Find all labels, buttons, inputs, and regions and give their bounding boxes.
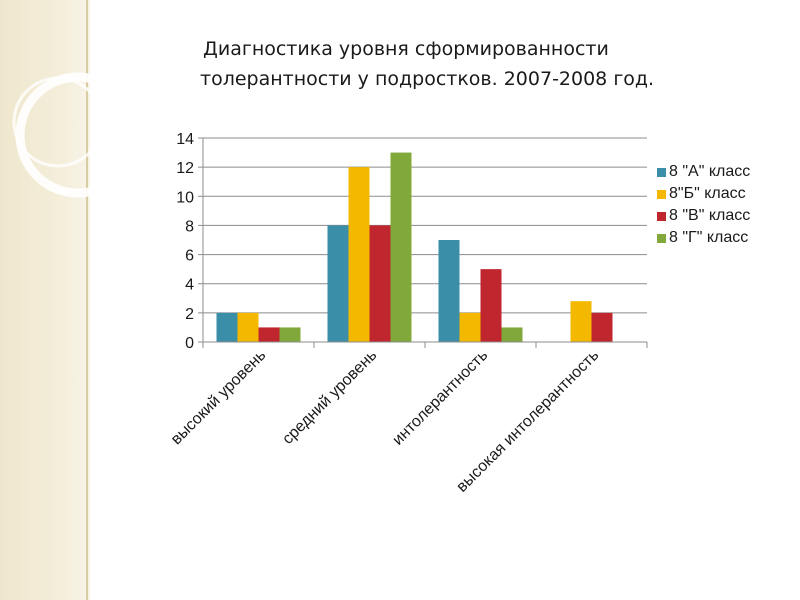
bar	[480, 269, 502, 342]
bar	[216, 312, 238, 342]
chart-legend: 8 "А" класс 8"Б" класс 8 "В" класс 8 "Г" кл…	[657, 161, 750, 249]
bar	[459, 312, 481, 342]
legend-label: 8"Б" класс	[669, 185, 746, 202]
bar	[279, 327, 301, 342]
bar	[591, 312, 613, 342]
bar	[390, 152, 412, 342]
bar	[327, 225, 349, 342]
bar	[438, 240, 460, 342]
legend-swatch	[657, 189, 666, 199]
x-category-label: высокий уровень	[168, 347, 269, 448]
legend-swatch	[657, 167, 666, 177]
bar	[369, 225, 391, 342]
legend-swatch	[657, 211, 666, 221]
slide-title: Диагностика уровня сформированности толе…	[170, 34, 730, 94]
bar	[501, 327, 523, 342]
legend-item: 8 "Г" класс	[657, 227, 750, 249]
legend-label: 8 "В" класс	[669, 207, 751, 224]
x-category-label: средний уровень	[279, 347, 380, 448]
decorative-band-edge	[86, 0, 88, 600]
bar	[258, 327, 280, 342]
legend-label: 8 "А" класс	[669, 163, 751, 180]
slide-title-line-1: Диагностика уровня сформированности	[203, 38, 609, 60]
bar	[237, 312, 259, 342]
y-tick-label: 4	[185, 277, 194, 294]
decorative-rings	[12, 72, 120, 198]
decorative-side-band	[0, 0, 90, 600]
legend-item: 8"Б" класс	[657, 183, 750, 205]
y-tick-label: 10	[176, 189, 194, 206]
bar	[348, 167, 370, 342]
x-category-label: интолерантность	[389, 347, 491, 449]
slide-title-line-2: толерантности у подростков. 2007-2008 го…	[200, 68, 655, 90]
legend-label: 8 "Г" класс	[669, 229, 749, 246]
y-tick-label: 0	[185, 335, 194, 352]
y-tick-label: 14	[176, 131, 194, 148]
y-tick-label: 6	[185, 248, 194, 265]
legend-item: 8 "А" класс	[657, 161, 750, 183]
y-tick-label: 8	[185, 218, 194, 235]
y-tick-label: 12	[176, 160, 194, 177]
legend-item: 8 "В" класс	[657, 205, 750, 227]
bar	[570, 301, 592, 342]
y-tick-label: 2	[185, 306, 194, 323]
legend-swatch	[657, 233, 666, 243]
